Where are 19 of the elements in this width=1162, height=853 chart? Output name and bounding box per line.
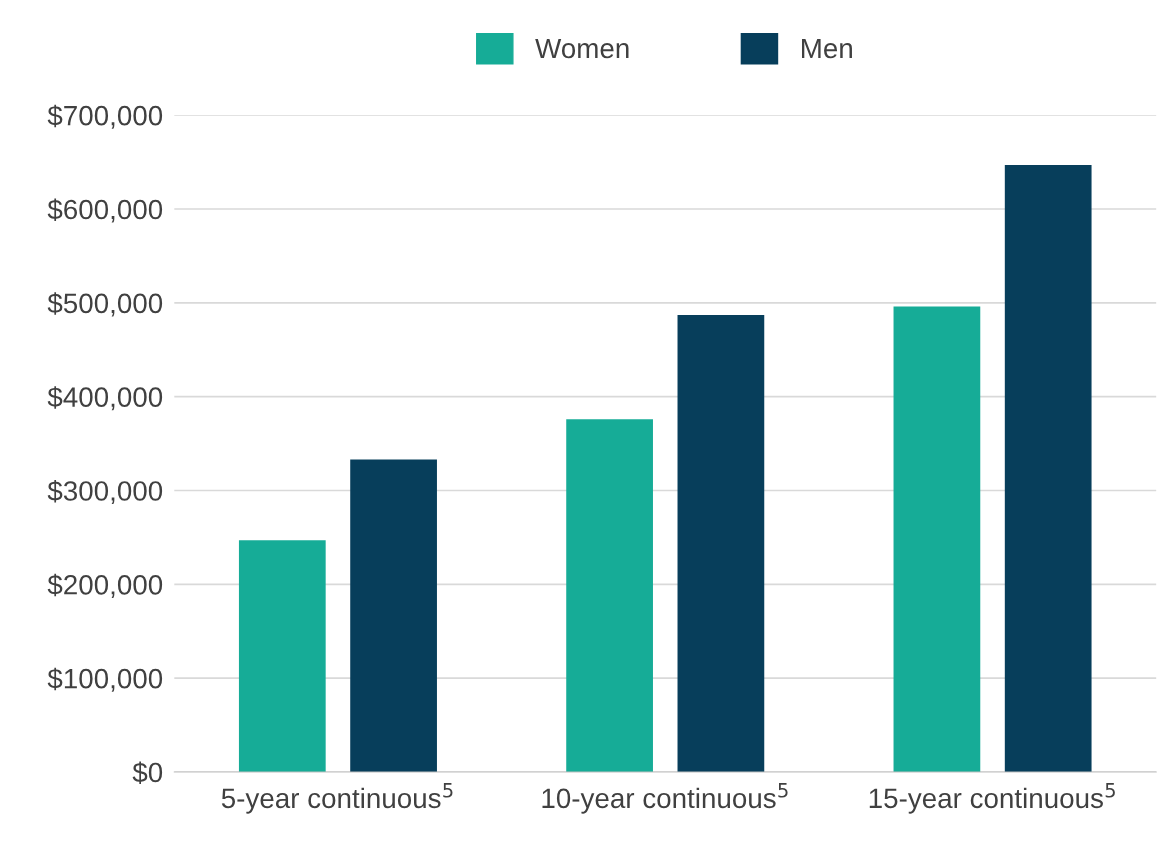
bar xyxy=(893,306,981,772)
legend-label: Women xyxy=(535,38,629,59)
y-tick-label: $600,000 xyxy=(47,198,163,223)
bar xyxy=(1004,164,1092,772)
bar xyxy=(350,459,437,772)
y-tick-label: $400,000 xyxy=(47,386,163,411)
x-tick-label: 5-year continuous$^{5}$ xyxy=(221,783,453,814)
bar xyxy=(566,419,653,772)
y-tick-label: $500,000 xyxy=(47,292,163,317)
bar xyxy=(238,540,326,772)
y-tick-label: $100,000 xyxy=(47,667,163,692)
legend-label: Men xyxy=(802,38,852,59)
y-tick-label: $0 xyxy=(132,761,163,784)
bar xyxy=(677,315,765,772)
x-tick-label: 15-year continuous$^{5}$ xyxy=(869,783,1115,814)
y-tick-label: $700,000 xyxy=(47,104,163,129)
y-tick-label: $300,000 xyxy=(47,479,163,505)
x-tick-label: 10-year continuous$^{5}$ xyxy=(542,783,788,814)
y-tick-label: $200,000 xyxy=(47,573,163,598)
